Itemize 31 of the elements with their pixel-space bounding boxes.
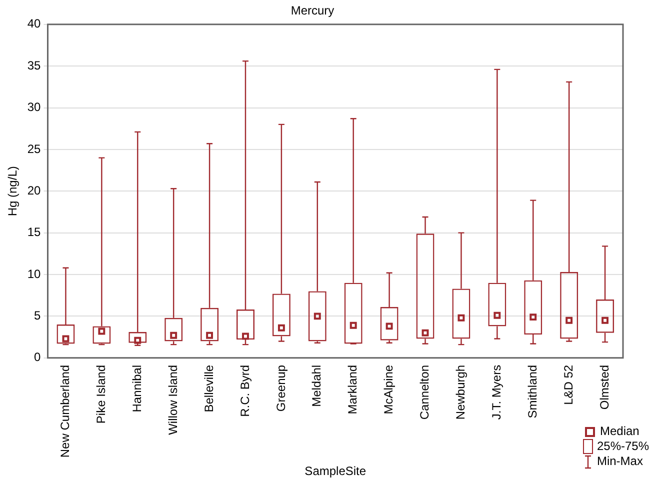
x-tick-label: Smithland [525, 364, 540, 418]
x-tick-label: Belleville [202, 364, 216, 412]
x-axis-title: SampleSite [304, 464, 366, 478]
text: 25%-75% [596, 439, 649, 454]
chart-title: Mercury [290, 4, 334, 18]
x-tick-label: Hannibal [130, 364, 144, 412]
y-tick-label: 25 [27, 142, 42, 156]
x-tick-label: Greenup [274, 364, 288, 412]
y-tick-label: 15 [27, 225, 42, 240]
x-tick-label: New Cumberland [58, 364, 72, 458]
x-tick-label: Willow Island [166, 364, 180, 435]
y-axis-title: Hg (ng/L) [6, 166, 20, 216]
x-tick-label: Olmsted [597, 364, 612, 410]
y-tick-label: 40 [27, 16, 42, 31]
x-tick-label: McAlpine [382, 364, 396, 414]
x-tick-label: J.T. Myers [489, 364, 504, 420]
text: Median [600, 424, 640, 439]
y-tick-label: 0 [34, 350, 42, 364]
y-tick-label: 5 [34, 308, 42, 323]
x-tick-label: Pike Island [94, 364, 108, 424]
y-tick-label: 30 [27, 100, 42, 114]
y-tick-label: 10 [27, 266, 42, 281]
x-tick-label: Newburgh [454, 364, 468, 420]
y-tick-label: 35 [27, 58, 42, 72]
x-tick-label: Markland [346, 364, 360, 414]
x-tick-label: L&D 52 [561, 364, 576, 405]
x-tick-label: Cannelton [418, 364, 432, 420]
x-tick-label: R.C. Byrd [238, 364, 252, 417]
y-tick-label: 20 [27, 183, 42, 198]
text: Min-Max [596, 454, 643, 469]
x-tick-label: Meldahl [310, 364, 324, 407]
